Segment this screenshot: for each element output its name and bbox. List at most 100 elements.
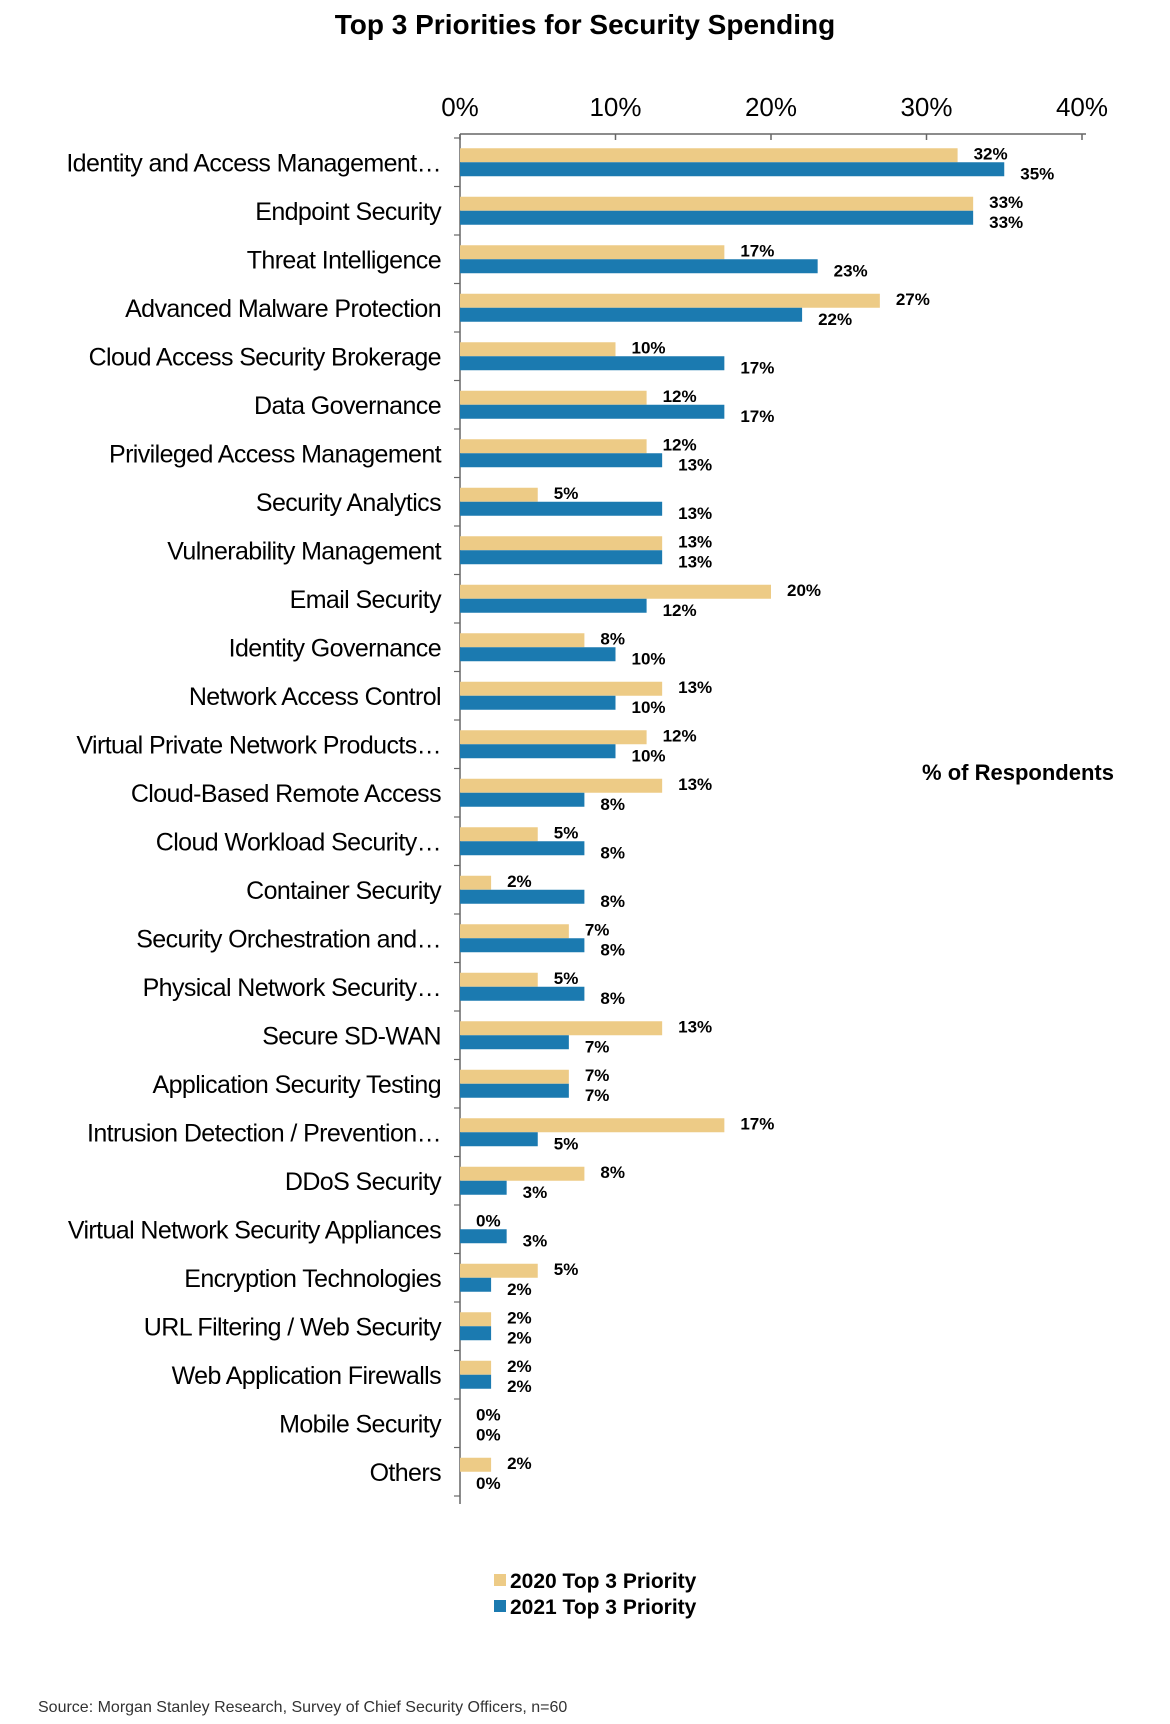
data-label-2021: 5% xyxy=(554,1134,579,1153)
bar-2020 xyxy=(460,390,647,405)
bar-2020 xyxy=(460,584,771,599)
category-label: Web Application Firewalls xyxy=(172,1362,441,1390)
data-label-2021: 22% xyxy=(818,310,852,329)
data-label-2021: 3% xyxy=(523,1231,548,1250)
data-label-2020: 0% xyxy=(476,1211,501,1230)
bars xyxy=(460,148,1005,1472)
bar-2021 xyxy=(460,841,585,856)
data-label-2020: 10% xyxy=(632,338,666,357)
data-label-2020: 17% xyxy=(740,241,774,260)
data-label-2020: 8% xyxy=(600,1163,625,1182)
bar-2021 xyxy=(460,695,616,710)
category-label: Data Governance xyxy=(254,392,441,420)
bar-2021 xyxy=(460,938,585,953)
data-label-2021: 8% xyxy=(600,795,625,814)
bar-2020 xyxy=(460,536,663,551)
data-label-2021: 8% xyxy=(600,892,625,911)
bar-2021 xyxy=(460,404,725,419)
bar-2020 xyxy=(460,1360,492,1375)
data-label-2021: 8% xyxy=(600,989,625,1008)
bar-2020 xyxy=(460,293,880,308)
category-label: Vulnerability Management xyxy=(167,537,441,565)
bar-2021 xyxy=(460,307,803,322)
y-axis-tickmarks xyxy=(454,137,460,1497)
data-label-2020: 2% xyxy=(507,1308,532,1327)
category-label: Privileged Access Management xyxy=(109,440,442,468)
bar-2020 xyxy=(460,972,538,987)
x-tick-label: 40% xyxy=(1056,92,1108,122)
x-tick-label: 10% xyxy=(589,92,641,122)
bar-2020 xyxy=(460,778,663,793)
data-label-2021: 2% xyxy=(507,1328,532,1347)
data-label-2021: 8% xyxy=(600,843,625,862)
data-label-2021: 13% xyxy=(678,504,712,523)
data-label-2021: 17% xyxy=(740,407,774,426)
data-label-2020: 17% xyxy=(740,1114,774,1133)
bar-2020 xyxy=(460,1166,585,1181)
bar-2020 xyxy=(460,1021,663,1036)
data-label-2020: 13% xyxy=(678,775,712,794)
chart-title: Top 3 Priorities for Security Spending xyxy=(335,9,835,40)
bar-2021 xyxy=(460,1132,538,1147)
data-label-2021: 2% xyxy=(507,1377,532,1396)
bar-2021 xyxy=(460,744,616,759)
category-label: Advanced Malware Protection xyxy=(125,295,441,323)
data-label-2021: 8% xyxy=(600,940,625,959)
data-label-2020: 27% xyxy=(896,290,930,309)
legend-label-2020: 2020 Top 3 Priority xyxy=(510,1570,697,1593)
bar-2020 xyxy=(460,1118,725,1133)
data-label-2021: 7% xyxy=(585,1086,610,1105)
bar-2021 xyxy=(460,356,725,371)
bar-2021 xyxy=(460,889,585,904)
data-label-2021: 7% xyxy=(585,1037,610,1056)
category-label: Intrusion Detection / Prevention… xyxy=(87,1119,441,1147)
data-label-2020: 7% xyxy=(585,920,610,939)
category-labels: Identity and Access Management… Endpoint … xyxy=(66,149,442,1487)
x-tick-label: 30% xyxy=(900,92,952,122)
data-label-2020: 13% xyxy=(678,1017,712,1036)
legend-label-2021: 2021 Top 3 Priority xyxy=(510,1596,697,1619)
bar-2021 xyxy=(460,1035,569,1050)
bar-2021 xyxy=(460,1083,569,1098)
data-label-2020: 5% xyxy=(554,823,579,842)
bar-2021 xyxy=(460,162,1005,177)
data-label-2021: 13% xyxy=(678,455,712,474)
bar-2020 xyxy=(460,196,974,211)
data-label-2020: 2% xyxy=(507,1454,532,1473)
category-label: Container Security xyxy=(246,877,442,905)
data-label-2020: 33% xyxy=(989,193,1023,212)
category-label: Security Analytics xyxy=(256,489,441,517)
data-label-2020: 5% xyxy=(554,969,579,988)
bar-2021 xyxy=(460,1374,492,1389)
category-label: Mobile Security xyxy=(279,1410,442,1438)
category-label: Threat Intelligence xyxy=(247,246,441,274)
bar-2020 xyxy=(460,924,569,939)
category-label: Secure SD-WAN xyxy=(262,1022,441,1050)
bar-2021 xyxy=(460,792,585,807)
data-label-2021: 12% xyxy=(663,601,697,620)
bar-2021 xyxy=(460,1180,507,1195)
data-label-2021: 0% xyxy=(476,1425,501,1444)
bar-2021 xyxy=(460,1229,507,1244)
bar-2020 xyxy=(460,487,538,502)
bar-2021 xyxy=(460,1277,492,1292)
category-label: Identity Governance xyxy=(229,634,441,662)
bar-2021 xyxy=(460,453,663,468)
bar-2020 xyxy=(460,1312,492,1327)
category-label: Network Access Control xyxy=(189,683,441,711)
value-axis-title: % of Respondents xyxy=(922,760,1114,785)
bar-2020 xyxy=(460,1069,569,1084)
x-axis-ticks: 0% 10% 20% 30% 40% xyxy=(441,92,1108,140)
bar-2021 xyxy=(460,598,647,613)
category-label: Application Security Testing xyxy=(153,1071,441,1099)
bar-2021 xyxy=(460,259,818,274)
bar-2021 xyxy=(460,501,663,516)
data-label-2020: 7% xyxy=(585,1066,610,1085)
bar-2020 xyxy=(460,875,492,890)
x-tick-label: 0% xyxy=(441,92,479,122)
data-label-2021: 17% xyxy=(740,358,774,377)
data-label-2021: 13% xyxy=(678,552,712,571)
bar-2021 xyxy=(460,986,585,1001)
data-label-2021: 2% xyxy=(507,1280,532,1299)
bar-2021 xyxy=(460,1326,492,1341)
